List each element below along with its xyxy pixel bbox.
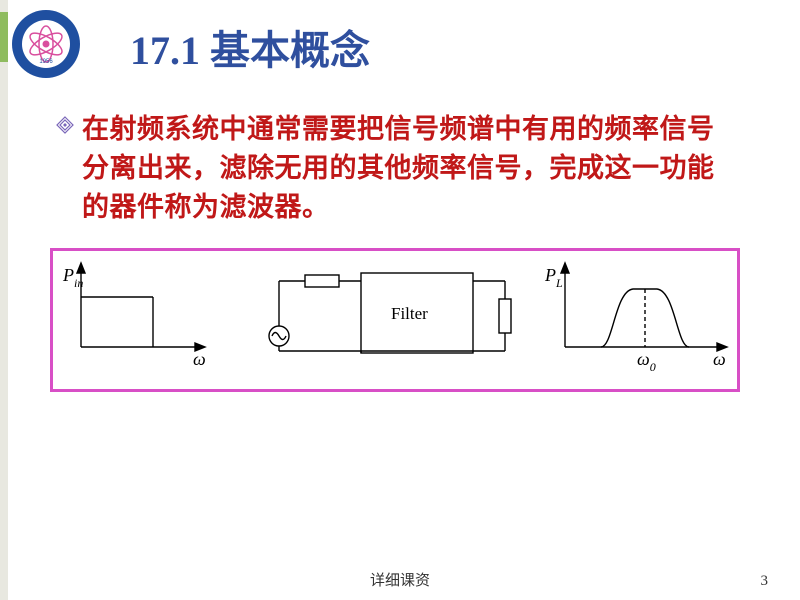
svg-text:1956: 1956: [39, 59, 53, 65]
title-text: 17.1 基本概念: [130, 28, 370, 73]
filter-box-label: Filter: [391, 304, 428, 323]
footer-text: 详细课资: [0, 569, 800, 590]
university-logo: 1956: [10, 8, 82, 80]
bullet-text: 在射频系统中通常需要把信号频谱中有用的频率信号分离出来，滤除无用的其他频率信号，…: [82, 110, 736, 227]
bullet-block: 在射频系统中通常需要把信号频谱中有用的频率信号分离出来，滤除无用的其他频率信号，…: [56, 110, 736, 227]
omega2-label: ω: [713, 349, 726, 369]
output-spectrum: [561, 263, 727, 351]
diamond-bullet-icon: [56, 116, 82, 139]
slide-sidebar-accent: [0, 12, 8, 62]
filter-circuit: [269, 273, 511, 353]
slide-sidebar: [0, 0, 8, 600]
input-spectrum: [77, 263, 205, 351]
omega1-label: ω: [193, 349, 206, 369]
page-number: 3: [761, 573, 769, 590]
slide-title: 17.1 基本概念: [130, 18, 370, 76]
pl-label: PL: [544, 265, 563, 290]
filter-diagram: Pin ω Filter: [50, 248, 740, 392]
omega0-label: ω0: [637, 349, 656, 374]
